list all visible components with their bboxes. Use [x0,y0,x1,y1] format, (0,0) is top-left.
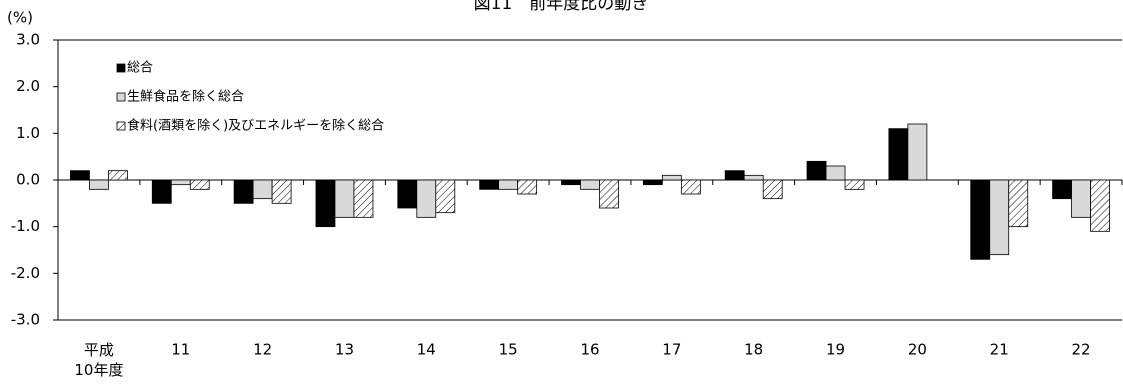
legend-label: 生鮮食品を除く総合 [127,89,244,105]
bar [1090,179,1110,232]
bar [743,174,764,181]
x-tick-label: 19 [826,341,845,359]
bar [844,179,865,190]
x-tick-label-line: 平成 [84,341,114,359]
bar [108,170,128,181]
bar [806,160,827,181]
y-tick-label: 1.0 [16,124,40,142]
bar [661,174,682,181]
bar [1008,179,1029,228]
bar [151,179,172,204]
bar [680,179,701,195]
bar [907,123,928,181]
x-tick-label: 17 [662,341,681,359]
y-tick-label: 0.0 [16,171,40,189]
bar [397,179,418,209]
bar [888,128,909,181]
x-tick-label: 21 [990,341,1009,359]
bar [252,179,273,200]
legend-label: 総合 [127,61,153,76]
bar [599,179,619,209]
chart-title: 図11 前年度比の動き [474,0,649,14]
bar [989,179,1010,256]
x-tick-label: 16 [580,341,599,359]
bar [1071,179,1091,218]
bar [233,179,254,204]
x-tick-label-line: 10年度 [74,361,123,379]
bar [479,179,500,190]
bar [498,179,519,190]
bar [1052,179,1072,200]
x-tick-label: 13 [335,341,354,359]
x-tick-label: 平成 10年度 [74,341,123,379]
bar [170,179,191,186]
x-tick-label: 14 [417,341,436,359]
bar [89,179,109,190]
bar [315,179,336,228]
legend-swatch [116,121,126,131]
bar [517,179,538,195]
bar [825,165,846,181]
x-tick-label: 22 [1072,341,1091,359]
bar [561,179,581,186]
bar [970,179,991,260]
y-tick-label: 2.0 [16,77,40,95]
legend-label: 食料(酒類を除く)及びエネルギーを除く総合 [127,118,384,134]
bar [353,179,374,218]
legend-swatch [116,63,126,73]
y-axis-label: (%) [7,9,33,27]
bar [189,179,210,190]
bar [435,179,456,214]
legend-swatch [116,92,126,102]
x-tick-label: 11 [171,341,190,359]
y-tick-label: 3.0 [16,31,40,49]
x-tick-label: 18 [744,341,763,359]
y-tick-label: -1.0 [11,217,40,235]
bar [70,170,90,181]
bar [580,179,600,190]
bar [642,179,663,186]
y-tick-label: -2.0 [11,264,40,282]
x-tick-label: 12 [253,341,272,359]
bar [271,179,292,204]
bar [334,179,355,218]
bar [724,170,745,181]
y-tick-label: -3.0 [11,311,40,329]
bar [416,179,437,218]
bar [762,179,783,200]
x-tick-label: 15 [499,341,518,359]
x-tick-label: 20 [908,341,927,359]
